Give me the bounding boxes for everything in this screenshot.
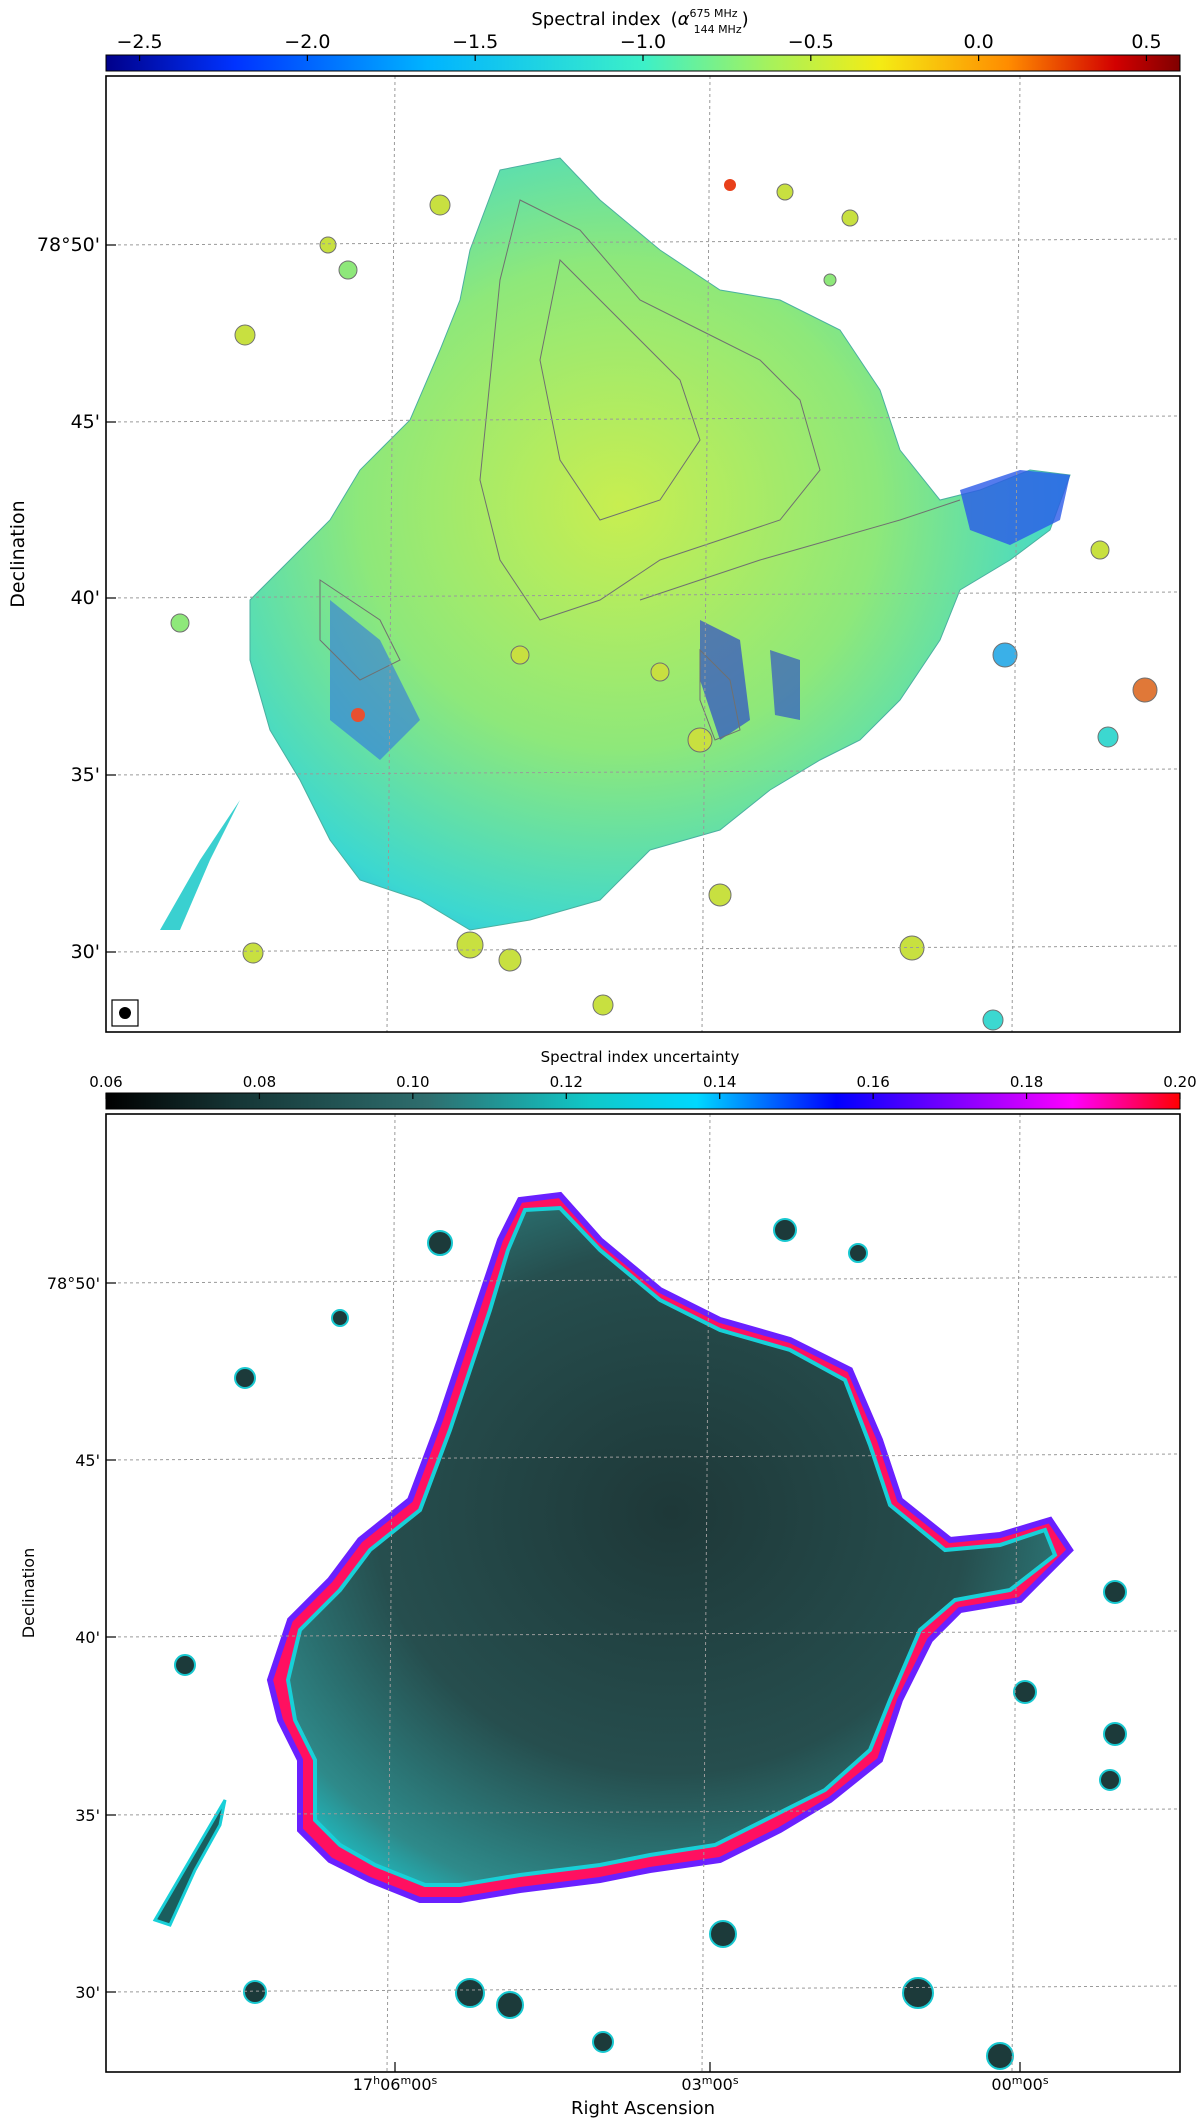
top_panel-ytick-label: 78°50' [37,234,100,256]
xtick-label: 03m00s [681,2074,738,2094]
spectral-index-filament [160,800,240,930]
bottom_panel-ytick-label: 40' [75,1628,100,1647]
index-colorbar-tick-label: −1.0 [620,31,666,53]
xtick-label: 00m00s [991,2074,1048,2094]
bottom-xlabel: Right Ascension [571,2098,715,2119]
uncertainty-colorbar-tick-label: 0.14 [703,1073,736,1091]
uncertainty-filament [152,1799,227,1927]
index-colorbar-tick-label: 0.0 [964,31,994,53]
bottom-ylabel: Declination [19,1548,38,1638]
uncertainty-colorbar-title: Spectral index uncertainty [541,1048,740,1066]
uncertainty-colorbar-tick-label: 0.20 [1163,1073,1196,1091]
spectral-index-steep-region [770,650,800,720]
spectral-index-steep-region [330,600,420,760]
top_panel-ytick-label: 40' [71,587,100,609]
compact-sources-uncertainty [174,1218,1127,2070]
uncertainty-colorbar-tick-label: 0.10 [396,1073,429,1091]
index-colorbar-tick-label: 0.5 [1131,31,1161,53]
bottom_panel-ytick-label: 45' [75,1451,100,1470]
uncertainty-panel: Declination 78°50' 45' 40' 35' 30' 17h06m00s… [19,1113,1181,2119]
index-colorbar-title: Spectral index (α675 MHz 144 MHz) [531,7,748,36]
index-colorbar-tick-label: −0.5 [788,31,834,53]
bottom_panel-ytick-label: 30' [75,1983,100,2002]
spectral-index-steep-region [700,620,750,740]
index-colorbar-tick-label: −2.5 [116,31,162,53]
contour-lines [319,199,961,741]
index-colorbar-tick-label: −2.0 [284,31,330,53]
bottom_panel-ytick-label: 35' [75,1806,100,1825]
top_panel-ytick-label: 30' [71,941,100,963]
top-ylabel: Declination [7,500,29,607]
spectral-index-tail [960,470,1070,545]
top_panel-ytick-label: 45' [71,411,100,433]
spectral-index-map [249,157,1071,931]
uncertainty-colorbar-tick-label: 0.12 [550,1073,583,1091]
uncertainty-colorbar-tick-label: 0.06 [89,1073,122,1091]
compact-sources [170,179,1158,1031]
index-colorbar: Spectral index (α675 MHz 144 MHz) −2.5 −2.0… [105,7,1181,72]
uncertainty-colorbar: Spectral index uncertainty 0.06 0.08 0.10 0… [89,1048,1197,1110]
beam-indicator [119,1007,131,1019]
top_panel-ytick-label: 35' [71,764,100,786]
bottom_panel-ytick-label: 78°50' [47,1274,100,1293]
uncertainty-colorbar-tick-label: 0.18 [1010,1073,1043,1091]
uncertainty-colorbar-tick-label: 0.16 [856,1073,889,1091]
spectral-index-panel: Declination 78°50' 45' 40' 35' 30' [7,75,1181,1033]
uncertainty-map [285,1205,1058,1887]
index-colorbar-tick-label: −1.5 [452,31,498,53]
uncertainty-colorbar-tick-label: 0.08 [243,1073,276,1091]
xtick-label: 17h06m00s [353,2074,438,2094]
uncertainty-colorbar-bar [105,1092,1181,1110]
